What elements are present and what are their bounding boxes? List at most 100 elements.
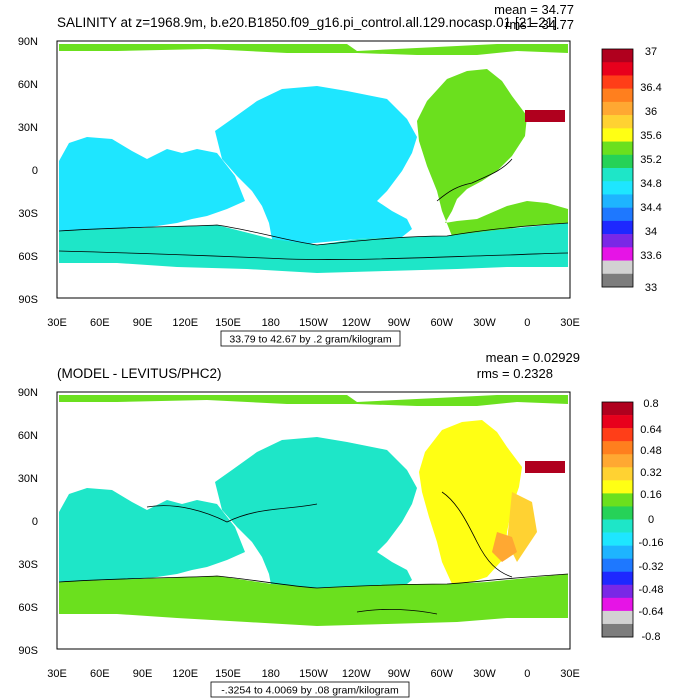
arctic-ocean (59, 395, 568, 406)
colorbar-label: 0 (648, 514, 654, 526)
lon-label: 30E (47, 317, 67, 329)
lon-label: 120E (172, 668, 198, 680)
lon-label: 30E (560, 317, 580, 329)
pacific-ocean (215, 437, 417, 597)
colorbar-swatch (602, 597, 633, 612)
lat-label: 90N (18, 36, 38, 48)
colorbar-swatch (602, 181, 633, 195)
colorbar-swatch (602, 154, 633, 169)
lon-label: 0 (524, 317, 530, 329)
colorbar-swatch (602, 141, 633, 156)
colorbar-swatch (602, 207, 633, 222)
colorbar-label: 34.8 (640, 178, 661, 190)
panel2-lat-axis: 90N 60N 30N 0 30S 60S 90S (18, 387, 38, 657)
panel2-lon-axis: 30E 60E 90E 120E 150E 180 150W 120W 90W … (47, 668, 580, 680)
colorbar-label: 36 (645, 106, 657, 118)
colorbar-frame (601, 401, 634, 638)
lat-label: 30S (18, 208, 38, 220)
colorbar-swatch (602, 220, 633, 235)
colorbar-swatch (602, 610, 633, 625)
colorbar-label: 36.4 (640, 82, 661, 94)
lon-label: 180 (262, 317, 280, 329)
colorbar-swatch (602, 428, 633, 442)
panel1-colorbar (601, 48, 634, 288)
colorbar-label: 35.2 (640, 154, 661, 166)
lat-label: 60N (18, 79, 38, 91)
colorbar-swatch (602, 402, 633, 416)
colorbar-label: 0.48 (640, 445, 661, 457)
panel1-rms: rms = 34.77 (505, 17, 574, 32)
colorbar-label: 0.64 (640, 424, 661, 436)
lat-label: 30N (18, 473, 38, 485)
panel1-lat-axis: 90N 60N 30N 0 30S 60S 90S (18, 36, 38, 306)
colorbar-swatch (602, 415, 633, 429)
arctic-ocean (59, 44, 568, 55)
green-anomaly (492, 532, 517, 562)
indian-ocean (59, 488, 245, 584)
colorbar-swatch (602, 558, 633, 573)
lat-label: 90S (18, 294, 38, 306)
colorbar-swatch (602, 467, 633, 481)
lon-label: 30W (473, 317, 496, 329)
panel1-range-caption: 33.79 to 42.67 by .2 gram/kilogram (229, 334, 392, 346)
lat-label: 30N (18, 122, 38, 134)
colorbar-label: 0.32 (640, 467, 661, 479)
lon-label: 150E (215, 317, 241, 329)
colorbar-swatch (602, 194, 633, 208)
pacific-ocean (215, 86, 417, 246)
panel1-map (56, 40, 571, 299)
southern-ocean (59, 223, 568, 273)
mediterranean (525, 110, 565, 122)
colorbar-label: -0.64 (638, 606, 663, 618)
lat-label: 60N (18, 430, 38, 442)
lat-label: 60S (18, 602, 38, 614)
colorbar-label: -0.48 (638, 584, 663, 596)
panel1-mean: mean = 34.77 (494, 2, 574, 17)
panel2-range-caption: -.3254 to 4.0069 by .08 gram/kilogram (221, 685, 399, 697)
lon-label: 60E (90, 668, 110, 680)
lon-label: 180 (262, 668, 280, 680)
indian-ocean (59, 137, 245, 233)
panel2-colorbar-labels: 0.8 0.64 0.48 0.32 0.16 0 -0.16 -0.32 -0… (638, 398, 663, 643)
colorbar-frame (601, 48, 634, 288)
colorbar-swatch (602, 623, 633, 638)
lat-label: 0 (32, 516, 38, 528)
southern-ocean (59, 574, 568, 626)
colorbar-swatch (602, 168, 633, 182)
colorbar-label: 34.4 (640, 202, 661, 214)
colorbar-label: -0.16 (638, 537, 663, 549)
lat-label: 30S (18, 559, 38, 571)
lon-label: 150E (215, 668, 241, 680)
colorbar-label: 37 (645, 46, 657, 58)
colorbar-label: 34 (645, 226, 657, 238)
colorbar-label: 33 (645, 282, 657, 294)
lon-label: 30W (473, 668, 496, 680)
panel2-rms: rms = 0.2328 (477, 366, 553, 381)
mediterranean (525, 461, 565, 473)
colorbar-swatch (602, 247, 633, 261)
colorbar-label: 33.6 (640, 250, 661, 262)
panel1-lon-axis: 30E 60E 90E 120E 150E 180 150W 120W 90W … (47, 317, 580, 329)
panel2-map (56, 391, 571, 650)
lon-label: 60E (90, 317, 110, 329)
colorbar-swatch (602, 493, 633, 507)
colorbar-swatch (602, 441, 633, 455)
lon-label: 150W (299, 317, 328, 329)
colorbar-swatch (602, 101, 633, 116)
colorbar-swatch (602, 519, 633, 533)
panel1-title: SALINITY at z=1968.9m, b.e20.B1850.f09_g… (57, 15, 557, 30)
lon-label: 30E (560, 668, 580, 680)
lon-label: 90E (133, 317, 153, 329)
atlantic-ocean (417, 69, 568, 236)
lon-label: 150W (299, 668, 328, 680)
colorbar-swatch (602, 128, 633, 142)
colorbar-swatch (602, 62, 633, 76)
panel1-colorbar-labels: 37 36.4 36 35.6 35.2 34.8 34.4 34 33.6 3… (640, 46, 661, 294)
colorbar-swatch (602, 480, 633, 494)
lon-label: 90W (388, 668, 411, 680)
colorbar-label: 35.6 (640, 130, 661, 142)
lat-label: 90N (18, 387, 38, 399)
lon-label: 60W (430, 317, 453, 329)
colorbar-label: 0.8 (643, 398, 658, 410)
